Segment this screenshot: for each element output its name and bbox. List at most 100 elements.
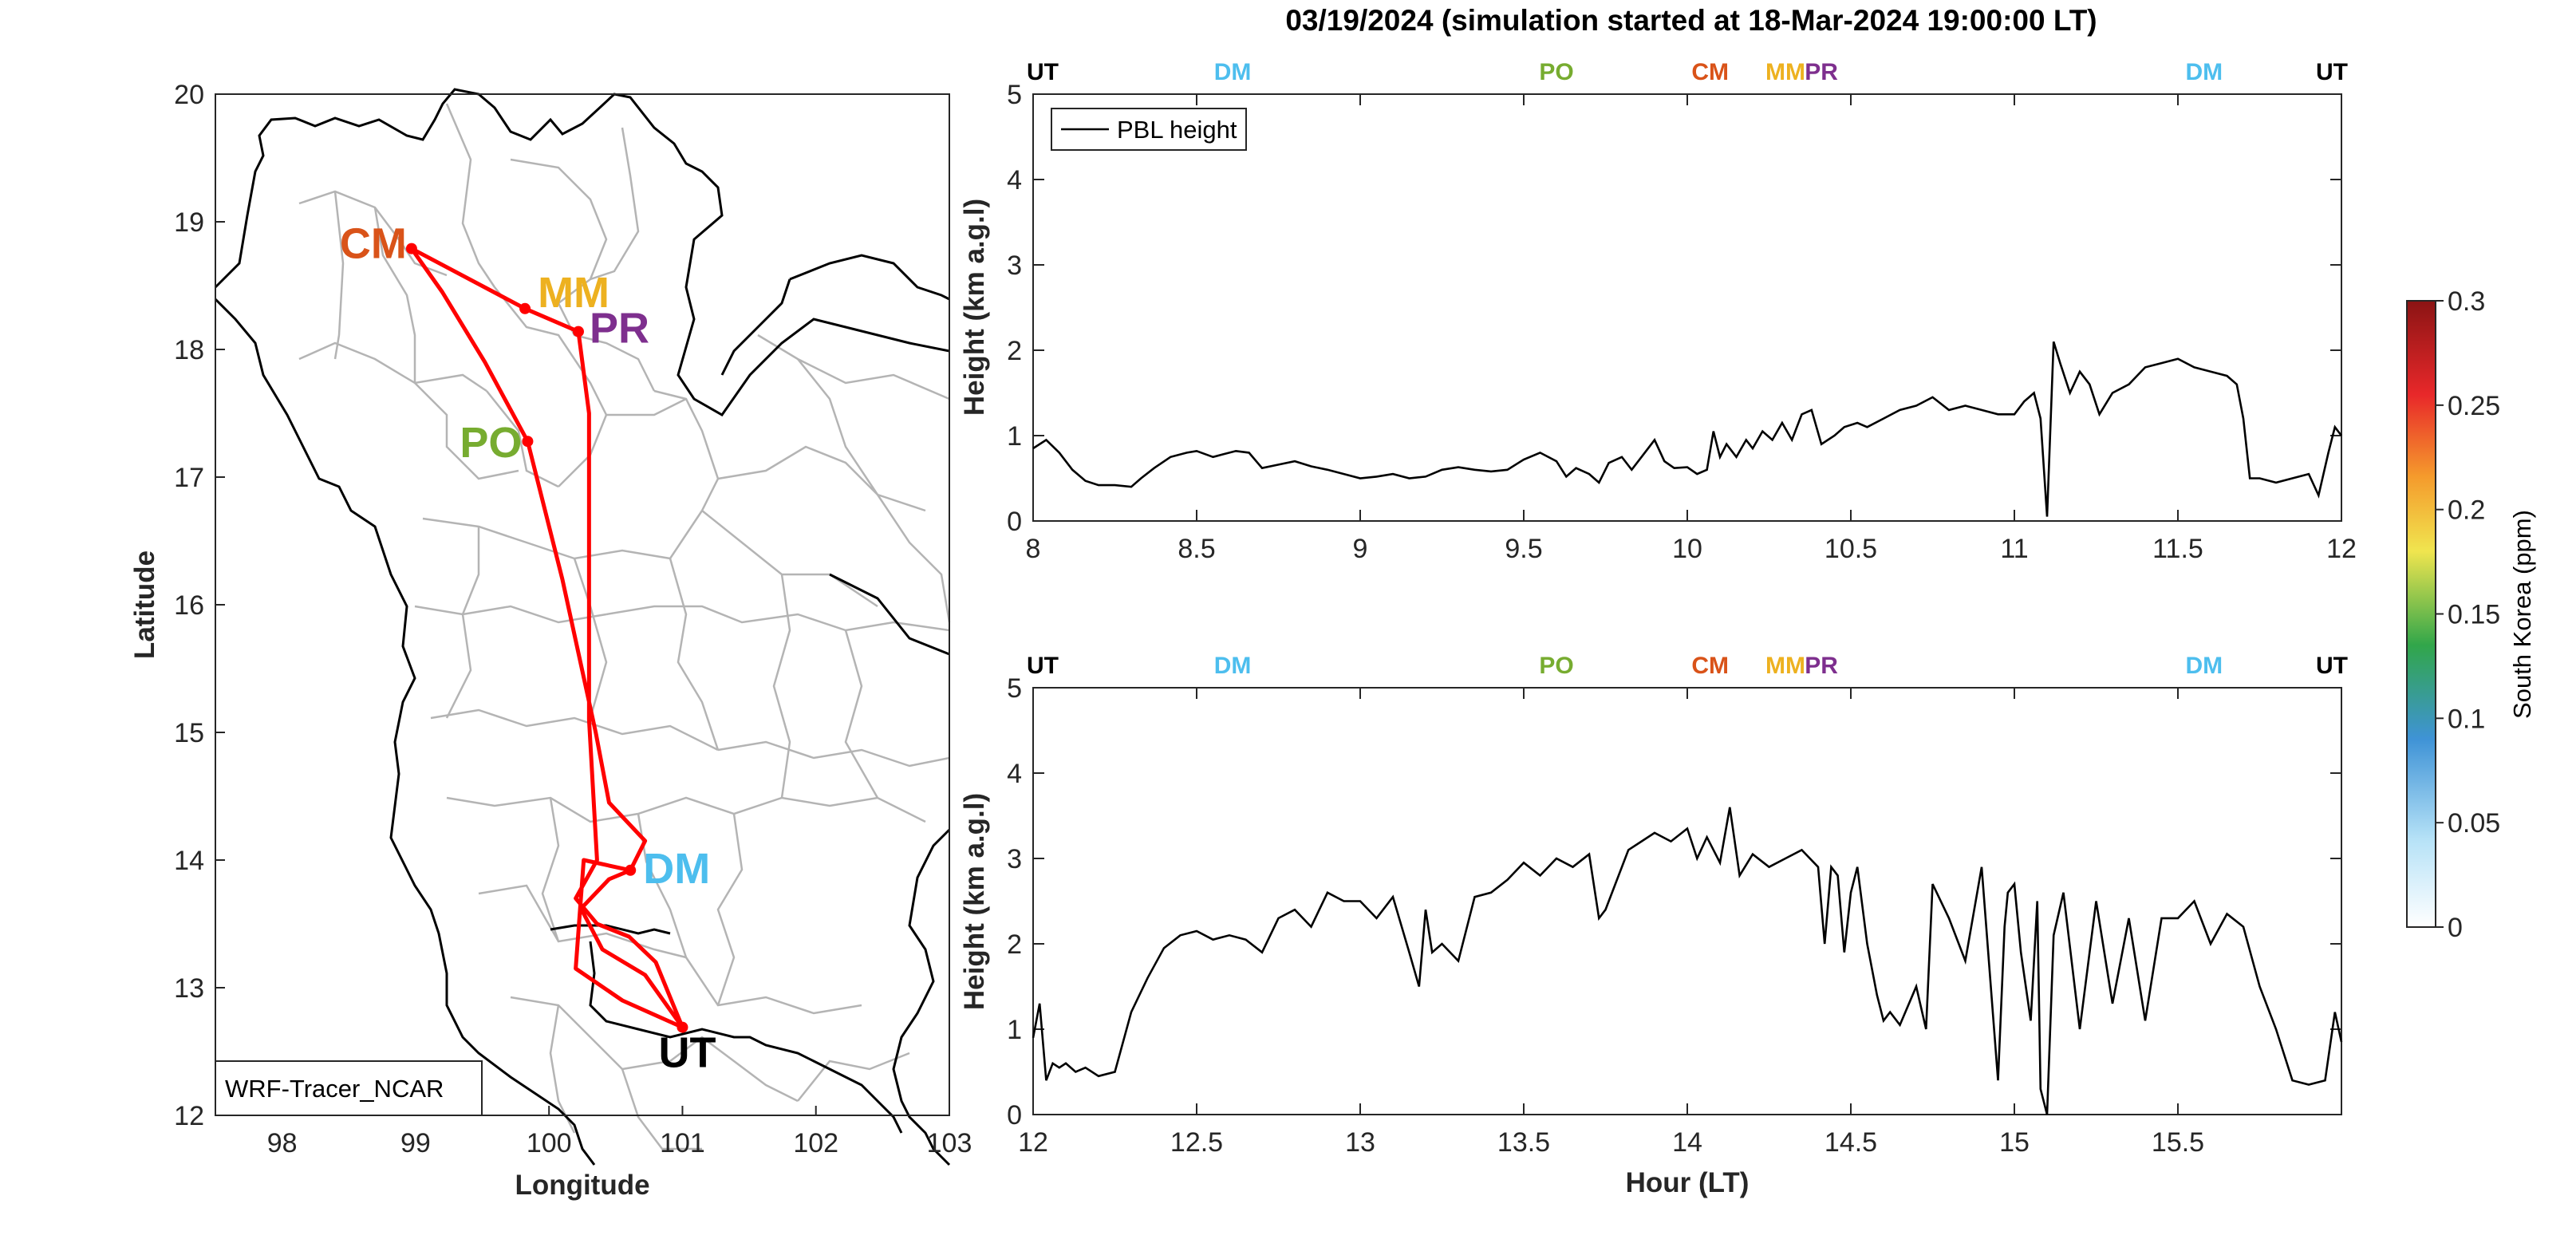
map-y-tick-label: 16 [174,590,204,621]
site-time-marker-dm: DM [1214,653,1252,679]
x-tick-label: 14 [1672,1127,1702,1158]
colorbar-tick-label: 0.2 [2448,495,2485,526]
map-x-axis-label: Longitude [515,1170,649,1201]
map-x-tick-label: 98 [267,1128,298,1158]
coastline [892,828,951,1166]
site-time-marker-cm: CM [1691,653,1729,679]
colorbar-tick-label: 0.25 [2448,391,2500,421]
province-boundary [772,574,791,799]
map-x-tick-label: 103 [927,1128,972,1158]
map-y-tick-label: 12 [174,1101,204,1131]
pbl-legend-text: PBL height [1117,116,1237,144]
coastline [589,941,903,1134]
pbl-bottom-y-axis-label: Height (km a.g.l) [959,793,990,1010]
province-boundary [510,996,671,1071]
site-time-marker-pr: PR [1805,59,1838,85]
map-y-tick-label: 13 [174,973,204,1004]
colorbar-label: South Korea (ppm) [2508,510,2536,719]
map-x-tick-label: 99 [400,1128,431,1158]
y-tick-label: 3 [1007,251,1022,281]
province-boundary [573,558,608,719]
province-boundary [558,397,687,487]
province-boundary [414,382,519,480]
province-boundary [486,390,559,488]
site-label-pr: PR [590,305,649,353]
province-boundary [716,813,744,1006]
y-tick-label: 1 [1007,421,1022,452]
figure-title: 03/19/2024 (simulation started at 18-Mar… [1285,4,2097,37]
province-boundary [478,884,687,959]
x-tick-label: 11.5 [2152,534,2203,564]
site-time-marker-ut: UT [2316,653,2348,679]
province-boundary [298,190,448,277]
province-boundary [333,191,345,360]
colorbar-tick-label: 0.1 [2448,704,2485,734]
province-boundary [430,708,719,752]
map-y-tick-label: 14 [174,846,204,876]
y-tick-label: 0 [1007,507,1022,537]
site-label-mm: MM [538,269,609,317]
x-tick-label: 13 [1345,1127,1375,1158]
site-marker-dm [625,864,637,876]
province-boundary [590,127,640,281]
province-boundary [669,1036,799,1103]
x-tick-label: 9.5 [1505,534,1542,564]
province-boundary [876,494,951,623]
coastline-and-borders [214,88,951,1166]
site-time-marker-dm: DM [1214,59,1252,85]
coastline [789,254,950,301]
province-boundary [797,1052,910,1102]
y-tick-label: 5 [1007,673,1022,704]
pbl-top-series-line [1032,341,2343,517]
province-boundary [717,445,878,495]
x-tick-label: 12.5 [1170,1127,1223,1158]
map-x-tick-label: 101 [660,1128,705,1158]
pbl-top-y-axis-label: Height (km a.g.l) [959,199,990,416]
colorbar-tick-label: 0.05 [2448,808,2500,839]
x-tick-label: 15 [1999,1127,2030,1158]
province-boundary [494,286,608,416]
coastline [829,573,950,656]
coastline [214,298,596,1166]
site-label-cm: CM [340,220,407,268]
x-tick-label: 15.5 [2152,1127,2204,1158]
site-time-marker-dm: DM [2185,59,2223,85]
site-marker-po [522,436,534,448]
x-tick-label: 13.5 [1497,1127,1550,1158]
site-marker-mm [519,302,531,314]
pbl-legend: PBL height [1051,108,1247,151]
site-marker-cm [405,243,417,255]
site-time-marker-ut: UT [1027,653,1059,679]
province-boundary [621,1068,702,1150]
province-boundary [669,558,720,751]
site-time-marker-cm: CM [1691,59,1729,85]
colorbar-tick-label: 0.3 [2448,286,2485,317]
province-boundary [445,527,480,719]
colorbar-ticks: 0 0.05 0.1 0.15 0.2 0.25 0.3 [2436,286,2500,943]
y-tick-label: 4 [1007,165,1022,195]
coastline [214,88,950,416]
x-tick-label: 11 [2000,534,2028,564]
site-label-po: PO [460,419,522,467]
province-boundary [757,333,950,401]
map-y-axis-label: Latitude [129,550,160,659]
x-tick-label: 12 [1018,1127,1048,1158]
site-time-marker-mm: MM [1765,59,1805,85]
pbl-bottom-x-axis-label: Hour (LT) [1626,1167,1750,1198]
province-boundary [373,207,416,383]
province-boundary [510,158,608,304]
y-tick-label: 0 [1007,1100,1022,1131]
x-tick-label: 8.5 [1178,534,1215,564]
site-marker-ut [677,1021,688,1033]
pbl-bottom-series-line [1032,807,2343,1115]
map-source-label: WRF-Tracer_NCAR [225,1075,444,1103]
site-time-marker-ut: UT [2316,59,2348,85]
site-time-marker-pr: PR [1805,653,1838,679]
map-source-box [215,1060,483,1116]
y-tick-label: 1 [1007,1015,1022,1045]
pbl-bottom-site-markers: UT DM PO CM MM PR DM UT [1027,653,2348,679]
province-boundary [684,957,862,1015]
colorbar-tick-label: 0 [2448,913,2463,943]
